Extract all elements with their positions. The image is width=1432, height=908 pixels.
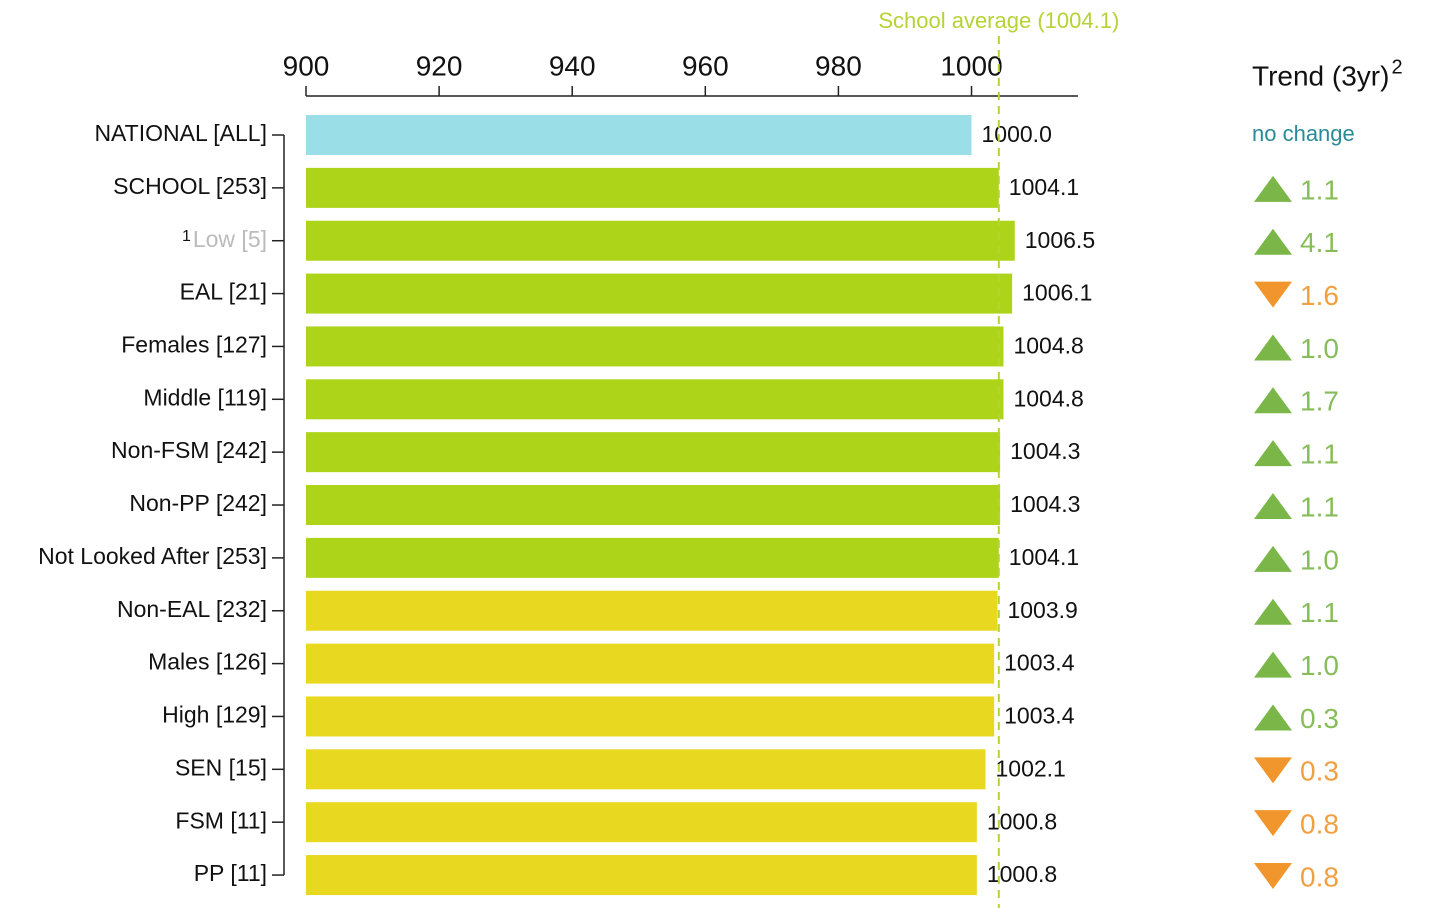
category-label: Non-FSM [242] bbox=[111, 437, 267, 463]
x-tick-label: 900 bbox=[283, 50, 330, 81]
value-label: 1004.3 bbox=[1010, 491, 1080, 517]
trend-arrow-down bbox=[1254, 757, 1292, 784]
bar bbox=[306, 432, 1001, 473]
bar bbox=[306, 167, 999, 208]
trend-title-note: 2 bbox=[1391, 56, 1402, 78]
trend-arrow-up bbox=[1254, 651, 1292, 678]
bar bbox=[306, 485, 1001, 526]
x-tick-label: 920 bbox=[416, 50, 463, 81]
bar bbox=[306, 220, 1015, 261]
category-label: FSM [11] bbox=[175, 807, 267, 833]
trend-arrow-up bbox=[1254, 387, 1292, 414]
trend-value: 0.8 bbox=[1300, 809, 1339, 840]
trend-arrow-up bbox=[1254, 704, 1292, 731]
category-label: NATIONAL [ALL] bbox=[94, 120, 267, 146]
bar bbox=[306, 855, 977, 896]
bar bbox=[306, 590, 998, 631]
trend-value: 1.6 bbox=[1300, 280, 1339, 311]
value-label: 1002.1 bbox=[995, 755, 1065, 781]
trend-value: 1.7 bbox=[1300, 386, 1339, 417]
value-label: 1006.5 bbox=[1025, 227, 1095, 253]
value-label: 1003.4 bbox=[1004, 650, 1075, 676]
category-label: Low [5] bbox=[193, 226, 267, 252]
value-label: 1006.1 bbox=[1022, 280, 1092, 306]
trend-value: 1.0 bbox=[1300, 333, 1339, 364]
value-label: 1003.9 bbox=[1007, 597, 1077, 623]
value-label: 1000.8 bbox=[987, 808, 1057, 834]
value-label: 1003.4 bbox=[1004, 703, 1075, 729]
value-label: 1004.3 bbox=[1010, 438, 1080, 464]
category-label: SEN [15] bbox=[175, 754, 267, 780]
trend-arrow-up bbox=[1254, 228, 1292, 255]
bar bbox=[306, 802, 977, 843]
trend-title: Trend (3yr) bbox=[1252, 60, 1389, 91]
category-label: EAL [21] bbox=[180, 279, 267, 305]
bar bbox=[306, 115, 972, 155]
bar bbox=[306, 643, 995, 684]
trend-value: 1.1 bbox=[1300, 491, 1339, 522]
trend-value: 1.1 bbox=[1300, 174, 1339, 205]
category-label: Non-PP [242] bbox=[129, 490, 267, 516]
trend-value: 0.8 bbox=[1300, 861, 1339, 892]
trend-value: 1.0 bbox=[1300, 650, 1339, 681]
trend-arrow-down bbox=[1254, 810, 1292, 837]
trend-arrow-down bbox=[1254, 281, 1292, 308]
x-tick-label: 1000 bbox=[940, 50, 1002, 81]
category-label: Females [127] bbox=[121, 332, 267, 358]
category-label: SCHOOL [253] bbox=[113, 173, 267, 199]
trend-value: 4.1 bbox=[1300, 227, 1339, 258]
trend-value: 0.3 bbox=[1300, 756, 1339, 787]
category-label: High [129] bbox=[162, 702, 267, 728]
trend-arrow-up bbox=[1254, 334, 1292, 361]
bar bbox=[306, 537, 999, 578]
trend-arrow-up bbox=[1254, 598, 1292, 625]
trend-value: 1.1 bbox=[1300, 439, 1339, 470]
trend-arrow-up bbox=[1254, 493, 1292, 520]
bar bbox=[306, 749, 986, 790]
value-label: 1004.1 bbox=[1009, 544, 1079, 570]
x-tick-label: 960 bbox=[682, 50, 729, 81]
trend-value: no change bbox=[1252, 121, 1355, 146]
trend-value: 1.1 bbox=[1300, 597, 1339, 628]
value-label: 1004.1 bbox=[1009, 174, 1079, 200]
category-label: Males [126] bbox=[148, 649, 267, 675]
trend-arrow-up bbox=[1254, 440, 1292, 467]
trend-arrow-up bbox=[1254, 175, 1292, 202]
trend-arrow-up bbox=[1254, 545, 1292, 572]
category-label: Not Looked After [253] bbox=[38, 543, 267, 569]
value-label: 1000.8 bbox=[987, 861, 1057, 887]
x-tick-label: 980 bbox=[815, 50, 862, 81]
value-label: 1004.8 bbox=[1013, 385, 1083, 411]
trend-arrow-down bbox=[1254, 863, 1292, 890]
category-label: PP [11] bbox=[194, 860, 267, 886]
bar bbox=[306, 273, 1013, 314]
value-label: 1004.8 bbox=[1013, 333, 1083, 359]
category-label: Middle [119] bbox=[143, 384, 267, 410]
bar bbox=[306, 326, 1004, 367]
category-label: Non-EAL [232] bbox=[117, 596, 267, 622]
trend-value: 0.3 bbox=[1300, 703, 1339, 734]
bar bbox=[306, 696, 995, 737]
trend-value: 1.0 bbox=[1300, 544, 1339, 575]
x-tick-label: 940 bbox=[549, 50, 596, 81]
value-label: 1000.0 bbox=[982, 121, 1052, 147]
bar bbox=[306, 379, 1004, 420]
reference-label: School average (1004.1) bbox=[878, 8, 1119, 33]
category-note: 1 bbox=[182, 228, 191, 245]
